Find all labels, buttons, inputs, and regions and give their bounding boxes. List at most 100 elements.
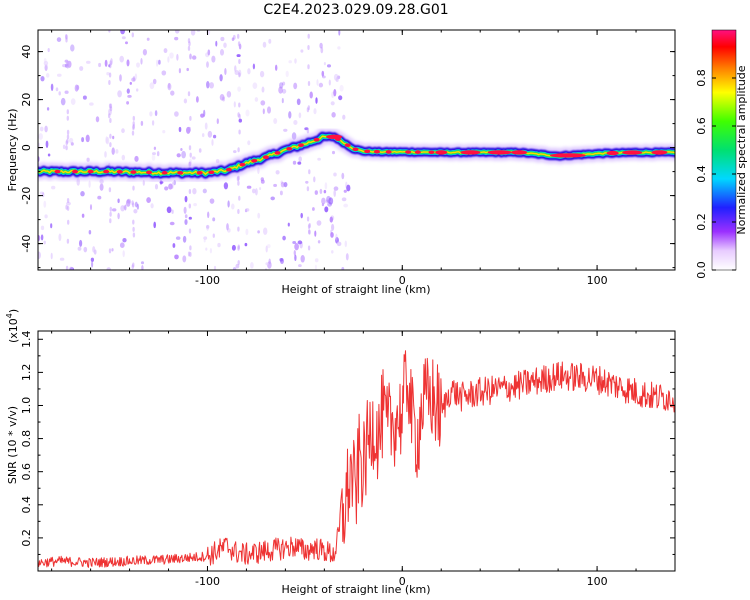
ridge-hot-spot [251,159,258,163]
noise-streak [238,72,241,78]
noise-speck [146,197,151,204]
noise-speck [152,152,156,156]
noise-speck [209,247,213,254]
noise-speck [38,251,41,259]
noise-speck [188,216,192,220]
noise-streak [109,142,112,148]
noise-speck [124,204,127,211]
noise-speck [226,223,229,231]
noise-speck [140,58,143,65]
noise-speck [191,55,197,60]
noise-speck [111,208,117,212]
noise-speck [89,102,94,106]
noise-streak [187,126,191,132]
noise-streak [187,45,191,51]
noise-streak [66,129,70,135]
noise-speck [112,135,115,140]
noise-speck [341,172,345,180]
noise-speck [121,128,125,134]
noise-speck [181,150,186,159]
noise-streak [307,224,311,230]
noise-speck [216,118,219,125]
ridge-hot-segment [511,150,528,155]
noise-speck [201,133,205,138]
spectrogram-axes: -100 0 100 -40 -20 0 20 40 [20,30,676,287]
noise-speck [211,55,216,63]
noise-speck [89,204,93,211]
noise-speck [298,112,302,119]
noise-speck [85,134,90,143]
noise-speck [326,64,332,68]
noise-speck [333,189,336,197]
noise-streak [132,226,135,232]
noise-speck [282,81,286,86]
noise-speck [209,198,215,204]
ridge-hot-spot [146,170,153,175]
noise-speck [178,126,182,133]
noise-speck [125,199,131,207]
snr-series-line [38,350,675,568]
noise-speck [211,139,214,146]
noise-speck [136,203,140,210]
noise-streak [108,187,112,193]
snr-ytick-label: 1.0 [20,397,33,415]
noise-speck [209,82,214,89]
noise-speck [64,90,69,94]
noise-speck [231,37,235,41]
noise-speck [182,235,187,243]
noise-streak [307,245,311,251]
noise-speck [51,185,56,190]
noise-speck [120,30,125,35]
noise-speck [42,192,45,198]
noise-streak [108,72,112,78]
noise-speck [331,223,335,231]
noise-streak [237,180,240,186]
noise-speck [122,238,127,243]
noise-speck [46,107,50,111]
noise-speck [39,126,44,132]
noise-streak [66,198,70,203]
noise-speck [184,214,188,219]
noise-speck [335,237,339,244]
noise-speck [158,59,161,65]
noise-speck [227,200,230,208]
ridge-hot-spot [116,170,123,174]
noise-speck [44,214,48,219]
noise-speck [136,88,139,92]
noise-speck [193,203,197,207]
noise-speck [222,96,226,102]
noise-speck [164,186,169,191]
noise-speck [260,100,266,106]
noise-streak [306,216,310,222]
spectral-ridge [38,128,675,183]
noise-speck [294,254,297,262]
noise-speck [324,206,329,213]
ridge-hot-spot [239,162,246,167]
noise-speck [205,247,208,251]
noise-speck [300,255,305,263]
snr-xtick-label: 100 [587,575,608,588]
background-noise-specks [38,30,351,270]
ridge-hot-spot [208,170,215,175]
noise-speck [168,183,173,190]
noise-speck [292,160,297,165]
noise-speck [344,240,348,248]
noise-speck [167,82,171,89]
noise-speck [212,134,217,139]
noise-streak [188,228,192,234]
noise-streak [66,109,70,115]
ridge-hot-segment [549,153,586,158]
noise-speck [343,189,347,193]
noise-speck [47,153,51,157]
noise-speck [81,213,85,218]
noise-speck [314,190,318,195]
snr-multiplier: (x104) [5,309,20,343]
noise-speck [296,98,301,106]
noise-speck [252,82,258,89]
spectrogram-xtick-label: 100 [587,274,608,287]
noise-speck [70,142,74,146]
noise-speck [331,112,336,118]
noise-speck [279,190,283,196]
noise-speck [140,120,144,126]
spectrogram-ytick-label: 40 [20,45,33,59]
